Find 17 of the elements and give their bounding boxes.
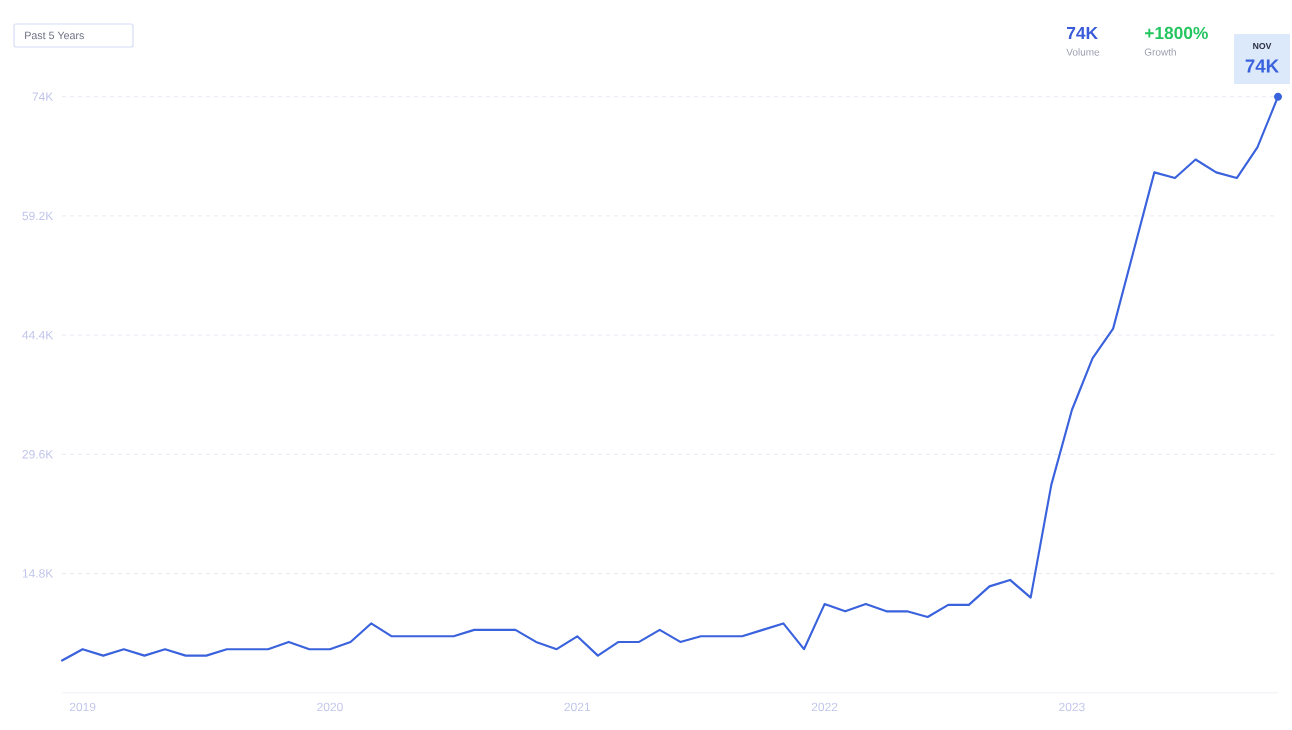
- x-tick-label: 2019: [69, 702, 96, 712]
- text: Past 5 Years: [25, 31, 84, 40]
- y-tick-label: 44.4K: [22, 330, 54, 340]
- text: +1800%: [1145, 26, 1208, 40]
- text: Volume: [1066, 48, 1100, 56]
- y-tick-label: 29.6K: [22, 450, 54, 459]
- annotation: 74K: [1245, 59, 1279, 73]
- x-tick-label: 2023: [1059, 702, 1085, 712]
- x-tick-label: 2022: [811, 702, 838, 712]
- x-tick-label: 2021: [564, 702, 591, 712]
- x-tick-label: 2020: [317, 702, 343, 712]
- y-tick-label: 59.2K: [22, 211, 54, 221]
- y-tick-label: 14.8K: [22, 569, 54, 578]
- text: 74K: [1067, 27, 1098, 39]
- text: Growth: [1144, 48, 1176, 56]
- y-tick-label: 74K: [32, 92, 54, 101]
- text: NOV: [1253, 42, 1272, 50]
